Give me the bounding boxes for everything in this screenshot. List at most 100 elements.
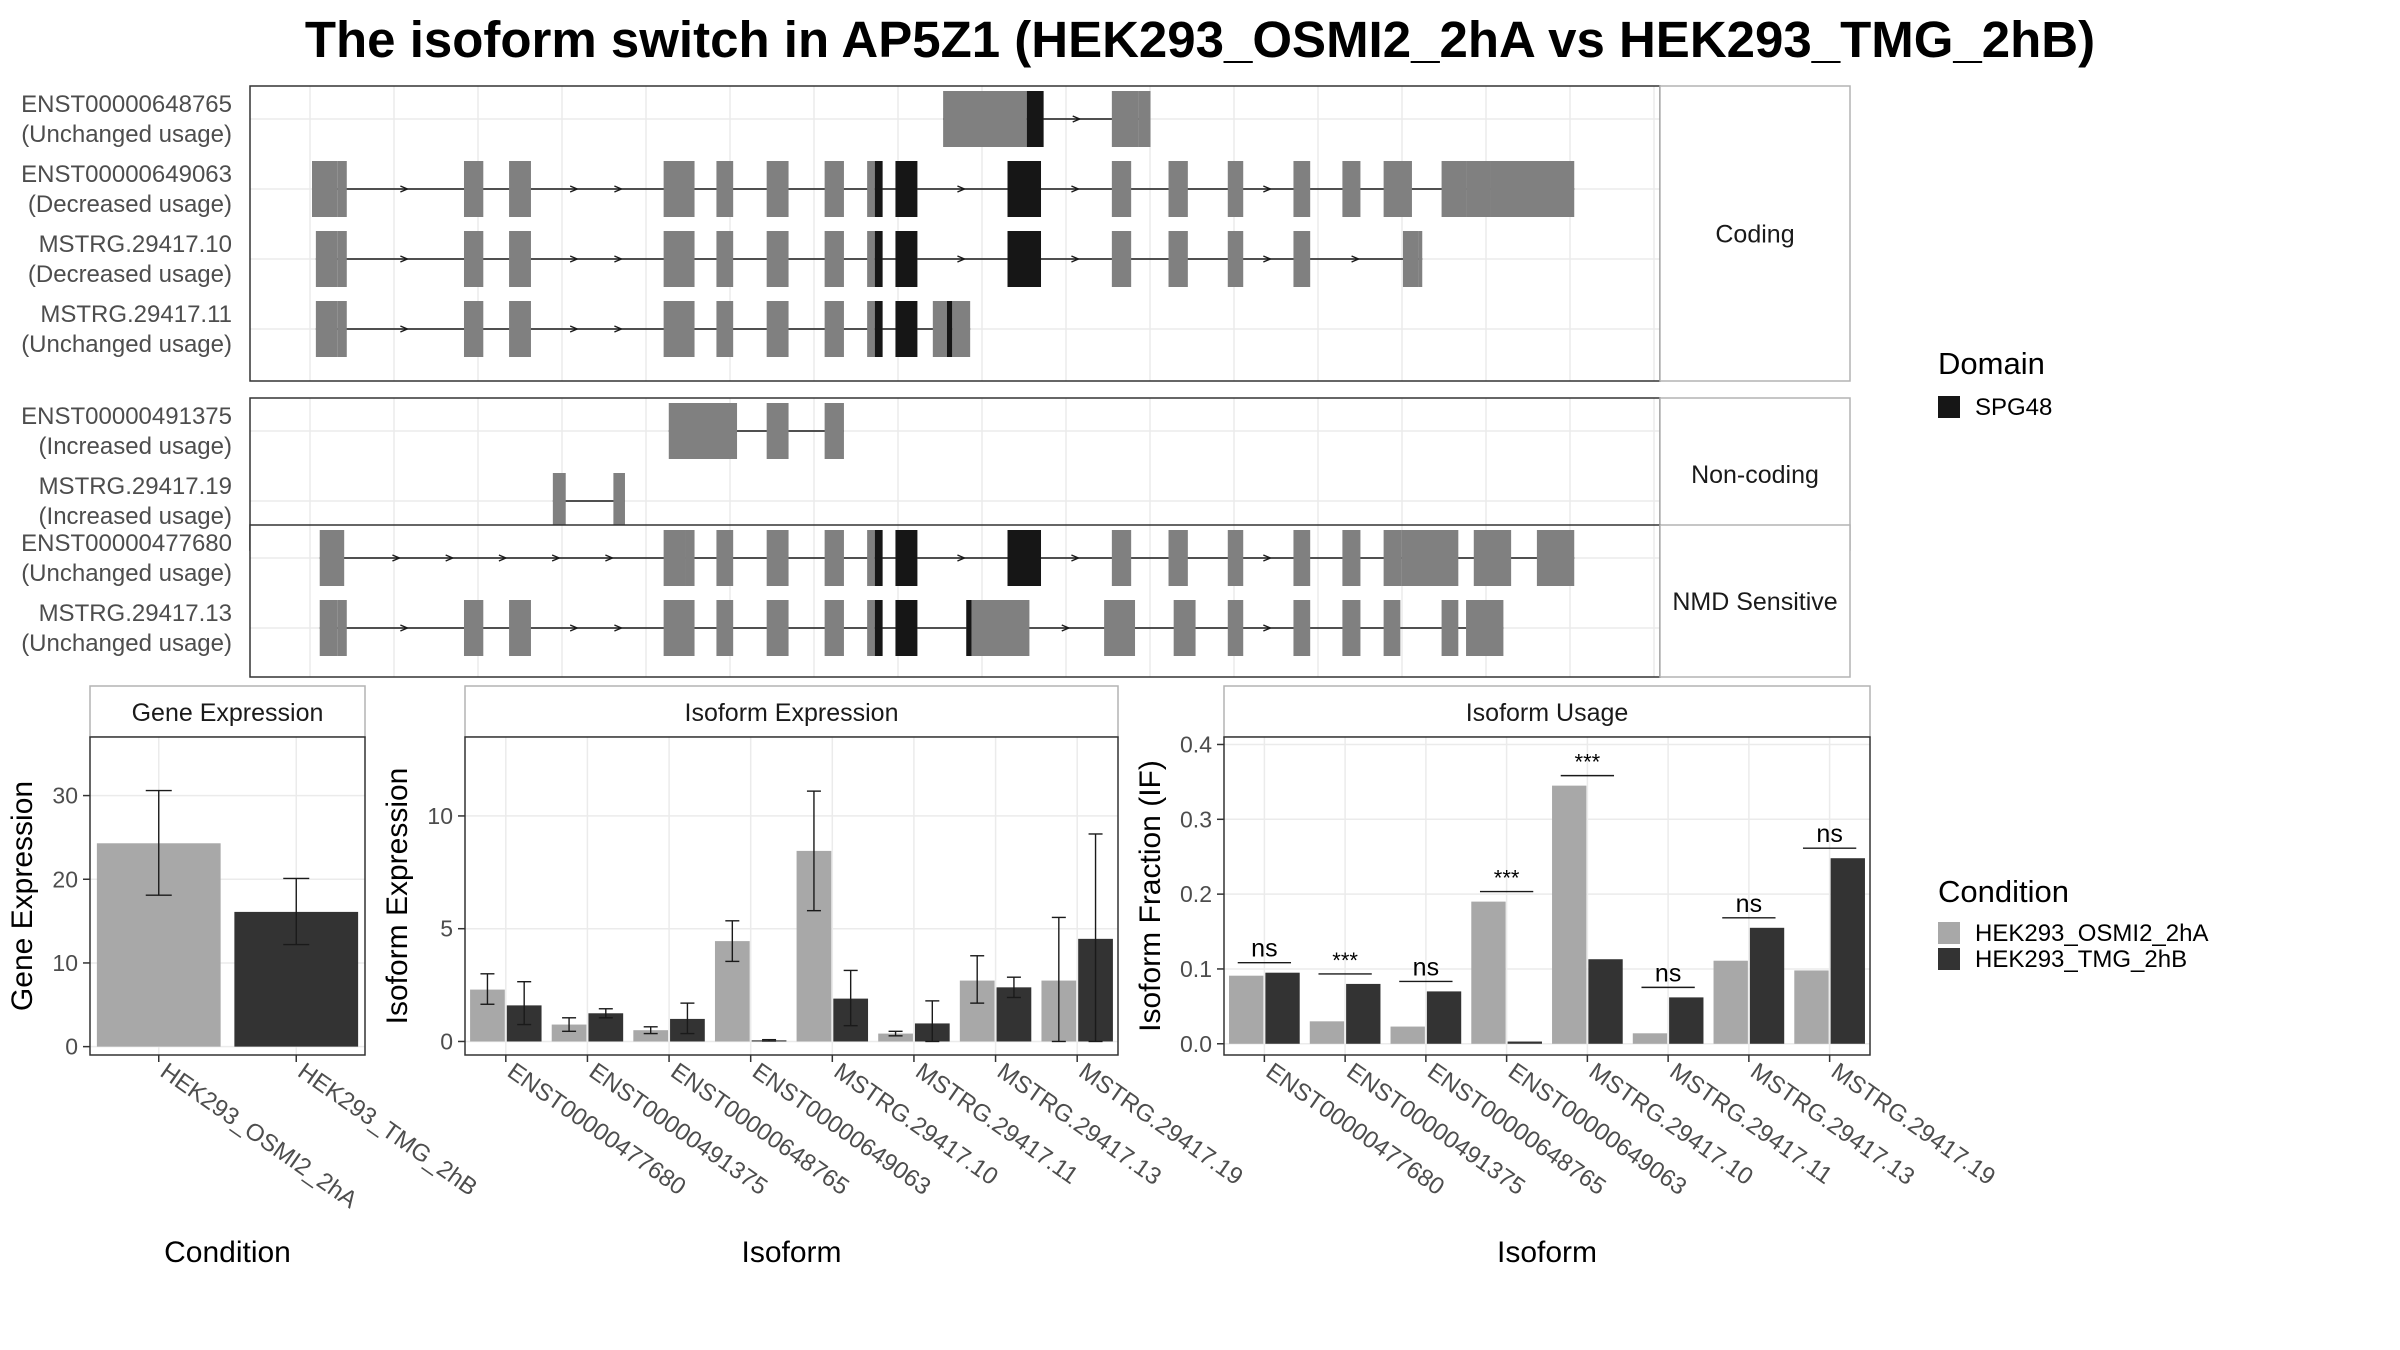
bars [1229,785,1865,1044]
exon [766,231,789,287]
exon [509,301,531,357]
exon [337,301,347,357]
exon [932,301,947,357]
transcript-usage-label: (Unchanged usage) [21,560,232,587]
exon [668,403,738,459]
y-axis: 0 10 20 30 [52,783,90,1060]
exon [867,530,875,586]
exon [1227,530,1244,586]
domain-spg48 [1007,231,1042,287]
bar-hek293-tmg-2hb [1588,959,1623,1044]
significance-label: ns [1736,890,1762,918]
intron-arrow [498,554,508,562]
exon [766,530,789,586]
domain-spg48 [1026,91,1044,147]
y-tick-label: 0 [65,1034,78,1060]
intron-arrow [957,255,967,263]
structure-group-strip [1659,524,1851,678]
transcript-id-label: MSTRG.29417.19 [39,473,232,500]
bar-hek293-osmi2-2ha [633,1030,669,1042]
figure-title: The isoform switch in AP5Z1 (HEK293_OSMI… [305,11,2095,68]
transcript-usage-label: (Increased usage) [39,433,232,460]
exon [1342,600,1361,656]
x-axis-title: Condition [164,1236,291,1269]
transcript-enst00000477680: ENST00000477680 (Unchanged usage) [21,530,1575,587]
significance-label: ns [1816,820,1842,848]
bars [470,790,1113,1043]
exon [337,231,347,287]
intron-arrow [614,624,624,632]
domain-spg48 [1007,530,1042,586]
domain-spg48 [895,161,918,217]
transcript-mstrg-29417-19: MSTRG.29417.19 (Increased usage) [39,473,625,530]
significance-label: ns [1655,959,1681,987]
error-bar [283,877,310,946]
intron-arrow [400,325,410,333]
transcript-mstrg-29417-13: MSTRG.29417.13 (Unchanged usage) [21,600,1504,657]
exon [663,231,695,287]
y-tick-label: 10 [52,950,78,976]
intron-arrow [569,624,579,632]
error-bar [725,920,740,963]
exon [312,161,338,217]
domain-spg48 [874,161,883,217]
exon [1293,161,1311,217]
exon [824,530,844,586]
y-tick-label: 30 [52,783,78,809]
domain-spg48 [966,600,972,656]
y-tick-label: 20 [52,866,78,892]
exon [971,600,1030,656]
error-bar [643,1026,658,1035]
exon [1342,530,1361,586]
domain-spg48 [1007,161,1042,217]
exon [1104,600,1136,656]
exon [1466,161,1491,217]
bar-hek293-tmg-2hb [1669,997,1704,1044]
exon [867,301,875,357]
exon [663,301,695,357]
transcript-usage-label: (Decreased usage) [28,261,232,288]
intron-arrow [1263,255,1273,263]
transcript-id-label: MSTRG.29417.10 [39,231,232,258]
exon [509,231,531,287]
exon [509,161,531,217]
exon [319,600,338,656]
exon [766,161,789,217]
transcript-usage-label: (Unchanged usage) [21,331,232,358]
bar-hek293-tmg-2hb [1749,927,1785,1044]
exon [952,301,971,357]
domain-legend: Domain SPG48 [1938,346,2052,421]
error-bar [843,969,858,1027]
exon [824,403,844,459]
significance-label: *** [1494,866,1520,891]
significance-label: ns [1251,935,1277,963]
bar-hek293-osmi2-2ha [1471,901,1506,1044]
exon [1473,530,1512,586]
exon [1293,600,1311,656]
y-tick-label: 5 [440,916,453,942]
intron-arrow [569,185,579,193]
y-tick-label: 0.2 [1180,881,1212,907]
exon [1168,161,1188,217]
exon [1383,530,1402,586]
intron-arrow [1071,554,1081,562]
intron-arrow [1071,185,1081,193]
intron-arrow [1263,554,1273,562]
exon [463,301,484,357]
transcript-id-label: ENST00000491375 [21,403,232,430]
condition-legend-label: HEK293_OSMI2_2hA [1975,920,2208,947]
exon [867,600,875,656]
exon [824,600,844,656]
condition-legend-key [1938,948,1960,970]
intron-arrow [445,554,455,562]
transcript-usage-label: (Decreased usage) [28,191,232,218]
x-axis-title: Isoform [741,1236,841,1269]
transcript-enst00000648765: ENST00000648765 (Unchanged usage) [21,91,1151,148]
condition-legend-key [1938,922,1960,944]
exon [1173,600,1196,656]
domain-spg48 [874,301,883,357]
bar-hek293-tmg-2hb [1426,991,1462,1044]
bar-hek293-tmg-2hb [1265,972,1300,1044]
